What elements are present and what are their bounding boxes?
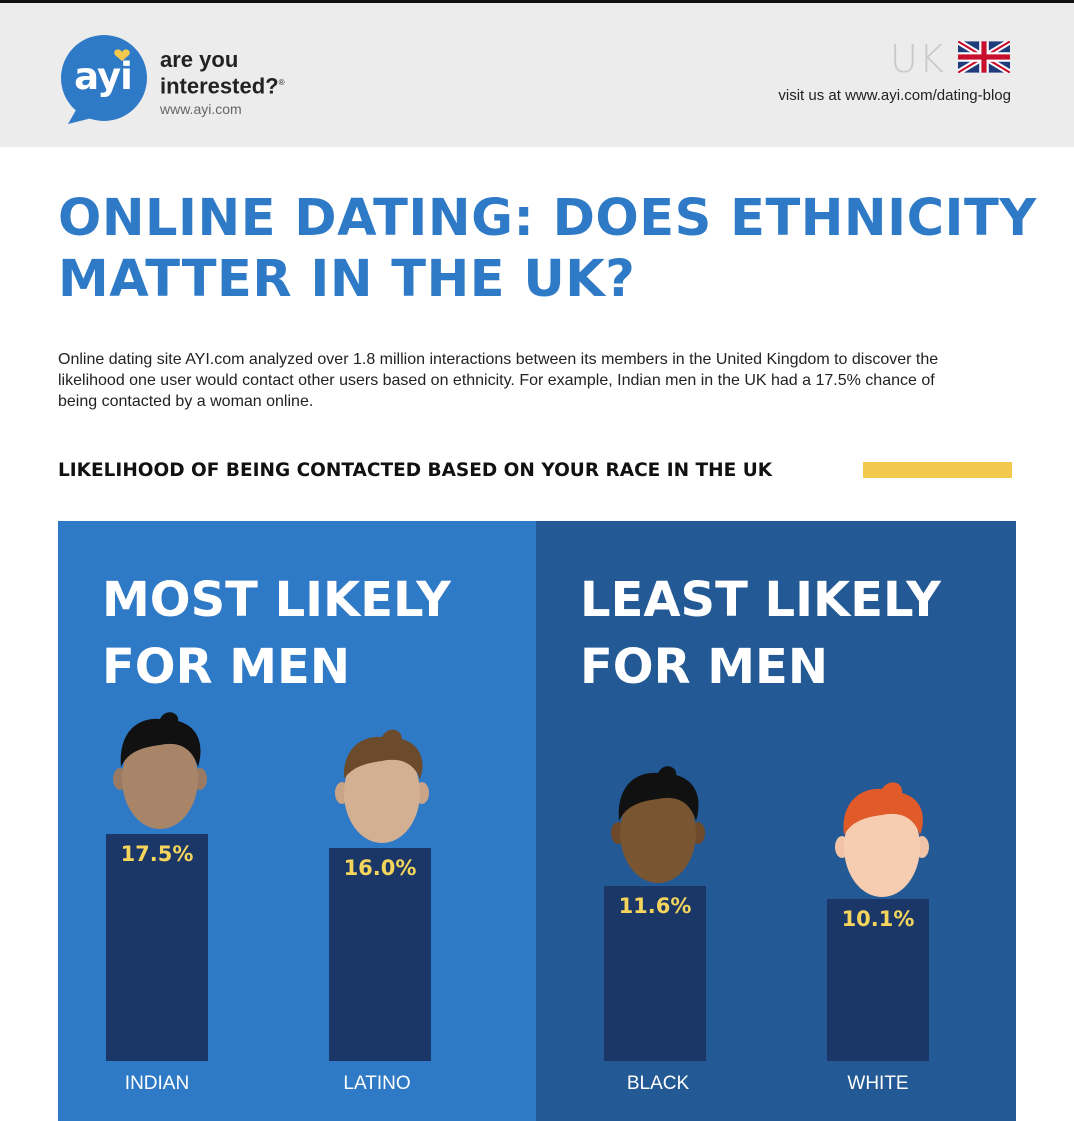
site-header: ayi are you interested?® www.ayi.com UK …	[0, 3, 1074, 147]
value-white: 10.1%	[841, 907, 915, 931]
top-border	[0, 0, 1074, 3]
label-indian: INDIAN	[124, 1073, 190, 1094]
uk-flag-icon	[958, 41, 1010, 73]
latino-man-icon	[335, 729, 429, 843]
label-black: BLACK	[626, 1073, 690, 1094]
white-man-icon	[835, 782, 929, 897]
label-white: WHITE	[847, 1073, 909, 1094]
most-likely-panel: MOST LIKELY FOR MEN 17.5% INDIAN 16.0% L…	[58, 521, 536, 1121]
section-heading: LIKELIHOOD OF BEING CONTACTED BASED ON Y…	[58, 460, 773, 481]
logo-wordmark: ayi	[74, 55, 133, 98]
bar-black: 11.6%	[604, 886, 706, 1061]
value-latino: 16.0%	[343, 856, 417, 880]
site-url[interactable]: www.ayi.com	[160, 101, 242, 117]
heading-accent-bar	[863, 462, 1012, 478]
intro-paragraph: Online dating site AYI.com analyzed over…	[58, 351, 939, 410]
country-label: UK	[890, 37, 945, 81]
tagline-line2-wrap: interested?®	[160, 71, 285, 97]
indian-man-icon	[113, 712, 207, 829]
panel-title-most: MOST LIKELY FOR MEN	[102, 572, 451, 695]
logo-tagline: are you interested?®	[160, 48, 285, 97]
ayi-logo-icon[interactable]	[58, 34, 150, 126]
tagline-line1: are you	[160, 47, 239, 72]
tagline-line2: interested?	[160, 73, 279, 99]
label-latino: LATINO	[343, 1073, 411, 1094]
value-indian: 17.5%	[120, 842, 194, 866]
bar-latino: 16.0%	[329, 848, 431, 1061]
value-black: 11.6%	[618, 894, 692, 918]
black-man-icon	[611, 766, 705, 883]
bar-white: 10.1%	[827, 899, 929, 1061]
visit-blog-link[interactable]: visit us at www.ayi.com/dating-blog	[778, 87, 1011, 104]
least-likely-panel: LEAST LIKELY FOR MEN 11.6% BLACK 10.1% W…	[536, 521, 1016, 1121]
page-title: ONLINE DATING: DOES ETHNICITY MATTER IN …	[58, 189, 1037, 309]
bar-indian: 17.5%	[106, 834, 208, 1061]
registered-mark: ®	[278, 78, 285, 87]
panel-title-least: LEAST LIKELY FOR MEN	[580, 572, 941, 695]
